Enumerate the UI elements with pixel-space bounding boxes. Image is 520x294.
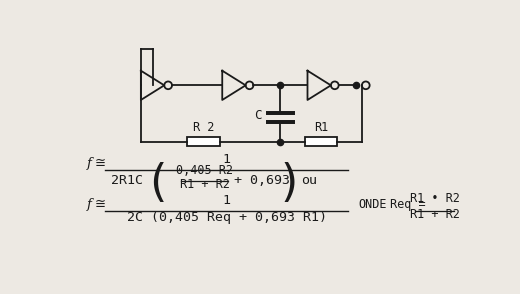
Text: ≅: ≅ <box>95 157 106 170</box>
Text: ONDE: ONDE <box>358 198 386 211</box>
Text: Req =: Req = <box>391 198 426 211</box>
Text: R 2: R 2 <box>193 121 214 134</box>
Bar <box>187 137 220 146</box>
Bar <box>305 137 337 146</box>
Text: R1 + R2: R1 + R2 <box>179 178 229 191</box>
Text: R1: R1 <box>314 121 328 134</box>
Text: 1: 1 <box>223 153 230 166</box>
Text: ): ) <box>280 162 298 206</box>
Text: 2R1C: 2R1C <box>111 174 144 187</box>
Text: (: ( <box>149 162 166 206</box>
Text: f: f <box>87 198 92 211</box>
Text: ou: ou <box>302 174 317 187</box>
Text: + 0,693: + 0,693 <box>234 174 290 187</box>
Text: R1 • R2: R1 • R2 <box>410 192 460 206</box>
Text: ≅: ≅ <box>95 198 106 211</box>
Text: 2C (0,405 Req + 0,693 R1): 2C (0,405 Req + 0,693 R1) <box>126 211 327 224</box>
Text: 0,405 R2: 0,405 R2 <box>176 164 233 177</box>
Text: C: C <box>254 109 262 122</box>
Text: 1: 1 <box>223 194 230 207</box>
Text: f: f <box>87 157 92 170</box>
Text: R1 + R2: R1 + R2 <box>410 208 460 221</box>
